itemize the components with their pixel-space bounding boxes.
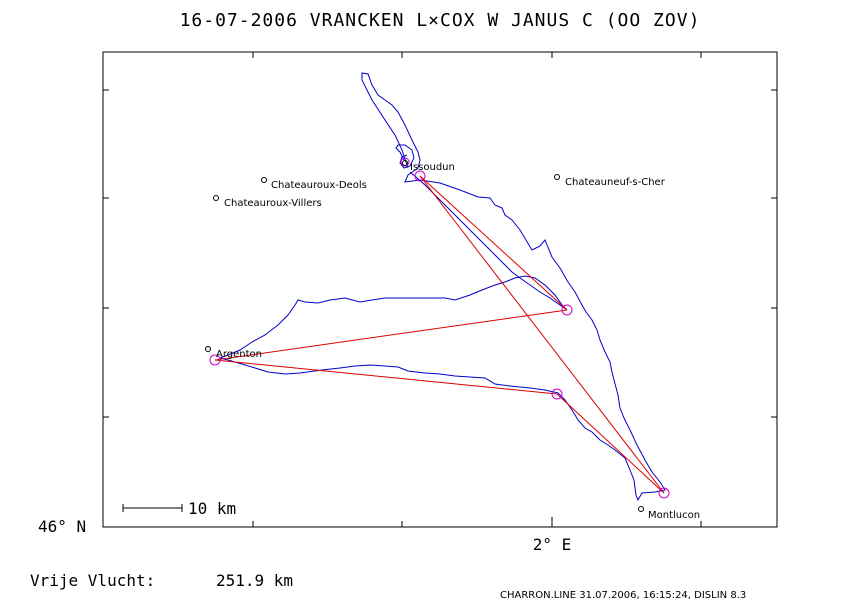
place-label-argenton: Argenton xyxy=(216,349,262,360)
turnpoint-marker xyxy=(209,354,221,366)
place-markers xyxy=(205,160,644,512)
place-marker-chateauroux-villers xyxy=(213,195,219,201)
turnpoints xyxy=(209,157,670,499)
map-frame xyxy=(102,51,778,528)
scale-label: 10 km xyxy=(188,499,236,518)
flight-track xyxy=(218,72,666,502)
turnpoint-marker xyxy=(561,304,573,316)
turnpoint-marker xyxy=(551,388,563,400)
place-marker-chateauneuf xyxy=(554,174,560,180)
turnpoint-marker xyxy=(414,170,426,182)
chart-title: 16-07-2006 VRANCKEN L×COX W JANUS C (OO … xyxy=(180,10,701,31)
place-label-chateauneuf: Chateauneuf-s-Cher xyxy=(565,177,666,188)
lat-label: 46° N xyxy=(38,517,86,536)
footer-label: Vrije Vlucht: xyxy=(30,571,155,590)
place-label-issoudun: Issoudun xyxy=(410,162,455,173)
place-marker-argenton xyxy=(205,346,211,352)
credit-line: CHARRON.LINE 31.07.2006, 16:15:24, DISLI… xyxy=(500,590,746,601)
route-leg-5 xyxy=(419,175,665,494)
scale-bar xyxy=(122,504,183,512)
route-leg-4 xyxy=(556,393,665,494)
turnpoint-marker xyxy=(658,487,670,499)
place-label-chateauroux-villers: Chateauroux-Villers xyxy=(224,198,322,209)
lon-ticks xyxy=(252,52,702,527)
place-marker-issoudun xyxy=(402,160,408,166)
place-marker-chateauroux-deols xyxy=(261,177,267,183)
lat-ticks xyxy=(103,89,777,528)
place-marker-montlucon xyxy=(638,506,644,512)
footer-value: 251.9 km xyxy=(216,571,293,590)
place-label-chateauroux-deols: Chateauroux-Deols xyxy=(271,180,367,191)
route-leg-2 xyxy=(214,309,568,361)
route-legs xyxy=(214,175,665,494)
place-label-montlucon: Montlucon xyxy=(648,510,700,521)
route-leg-3 xyxy=(214,359,558,395)
route-leg-1 xyxy=(419,175,568,311)
lon-label: 2° E xyxy=(533,535,572,554)
